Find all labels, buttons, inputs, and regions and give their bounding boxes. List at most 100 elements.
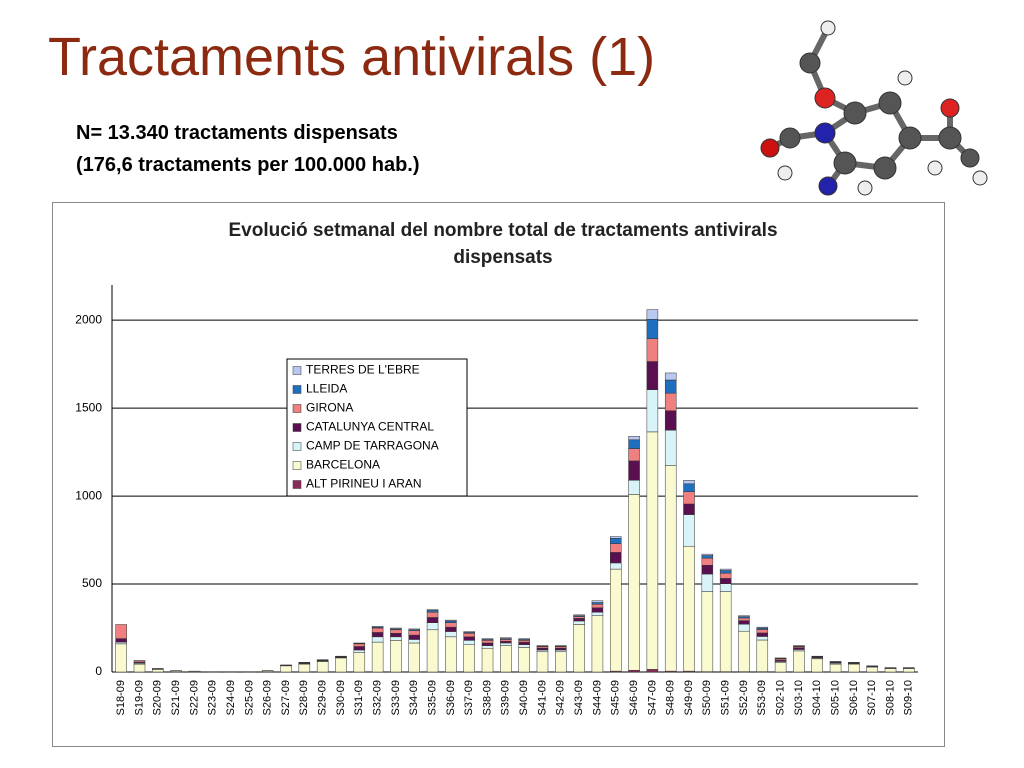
y-tick-label: 1000 <box>75 488 102 502</box>
bar-segment <box>793 647 805 650</box>
bar-segment <box>573 618 585 622</box>
x-tick-label: S47-09 <box>646 680 658 715</box>
bar-segment <box>426 617 439 623</box>
bar-segment <box>371 636 384 643</box>
bar-segment <box>463 633 475 638</box>
bar-segment <box>646 431 659 670</box>
legend-label: CATALUNYA CENTRAL <box>306 420 434 434</box>
x-tick-label: S45-09 <box>610 680 622 715</box>
bar-segment <box>719 578 732 584</box>
bar-segment <box>371 627 384 633</box>
bar-segment <box>719 583 732 592</box>
bar-segment <box>555 651 567 673</box>
bar-segment <box>426 610 439 613</box>
bar-segment <box>500 642 512 646</box>
x-tick-label: S06-10 <box>848 680 860 715</box>
bar-segment <box>555 645 567 647</box>
bar-segment <box>408 628 420 631</box>
bar-segment <box>610 552 622 564</box>
bar-segment <box>719 572 732 579</box>
bar-segment <box>610 568 622 672</box>
bar-segment <box>371 632 384 638</box>
bar-segment <box>738 615 750 617</box>
molecule-illustration <box>760 20 988 196</box>
bar-segment <box>756 626 769 629</box>
x-tick-label: S20-09 <box>152 680 164 715</box>
bar-segment <box>664 392 677 412</box>
x-tick-label: S18-09 <box>115 680 127 715</box>
legend-swatch <box>292 366 302 375</box>
bar-segment <box>518 638 530 640</box>
bar-segment <box>610 562 622 570</box>
bar-segment <box>445 620 457 623</box>
x-tick-label: S29-09 <box>317 680 329 715</box>
bar-segment <box>408 634 420 640</box>
bar-segment <box>774 662 787 673</box>
x-tick-label: S30-09 <box>335 680 347 715</box>
bar-segment <box>115 638 127 643</box>
bar-segment <box>536 645 549 647</box>
y-tick-label: 500 <box>82 576 102 590</box>
x-tick-label: S34-09 <box>408 680 420 715</box>
bar-segment <box>756 639 769 672</box>
bar-segment <box>555 649 567 653</box>
bar-segment <box>390 640 402 673</box>
bar-segment <box>701 555 714 559</box>
x-tick-label: S24-09 <box>225 680 237 715</box>
bar-segment <box>426 629 439 673</box>
x-tick-label: S21-09 <box>170 680 182 715</box>
bar-segment <box>756 632 769 637</box>
bar-segment <box>738 620 750 625</box>
y-tick-label: 1500 <box>75 400 102 414</box>
bar-segment <box>463 636 475 641</box>
x-tick-label: S33-09 <box>390 680 402 715</box>
x-tick-label: S07-10 <box>866 680 878 715</box>
bar-segment <box>500 645 512 673</box>
bar-segment <box>646 361 659 390</box>
bar-segment <box>719 570 732 574</box>
bar-segment <box>719 568 732 571</box>
bar-segment <box>500 640 512 644</box>
bar-segment <box>701 573 714 592</box>
x-tick-label: S44-09 <box>591 680 603 715</box>
bar-segment <box>683 514 695 547</box>
bar-segment <box>500 637 512 639</box>
bar-segment <box>683 483 695 492</box>
bar-segment <box>353 643 366 647</box>
x-tick-label: S46-09 <box>628 680 640 715</box>
x-tick-label: S22-09 <box>188 680 200 715</box>
x-tick-label: S48-09 <box>665 680 677 715</box>
x-tick-label: S38-09 <box>481 680 493 715</box>
bar-segment <box>316 661 329 673</box>
legend-label: GIRONA <box>306 401 353 415</box>
bar-segment <box>390 629 402 634</box>
bar-segment <box>848 663 860 673</box>
y-tick-label: 0 <box>95 664 102 678</box>
bar-segment <box>445 626 457 632</box>
legend-swatch <box>292 480 302 489</box>
bar-segment <box>390 627 402 630</box>
bar-segment <box>353 646 366 651</box>
x-tick-label: S41-09 <box>536 680 548 715</box>
bar-segment <box>738 630 750 672</box>
bar-segment <box>683 491 695 505</box>
note: N= 13.340 tractaments dispensats <box>76 122 398 144</box>
bar-segment <box>115 641 127 645</box>
bar-segment <box>536 648 549 651</box>
bar-segment <box>664 372 677 381</box>
bar-segment <box>573 616 585 619</box>
bar-segment <box>426 609 439 611</box>
bar-segment <box>628 436 640 441</box>
x-tick-label: S35-09 <box>426 680 438 715</box>
legend-box <box>286 358 468 497</box>
bar-segment <box>115 624 127 639</box>
bar-segment <box>628 439 640 449</box>
bar-segment <box>683 503 695 515</box>
bar-segment <box>408 630 420 636</box>
bar-segment <box>884 668 897 673</box>
x-tick-label: S02-10 <box>775 680 787 715</box>
bar-segment <box>628 460 640 481</box>
bar-segment <box>664 465 677 672</box>
bar-segment <box>573 614 585 616</box>
bar-segment <box>481 645 494 649</box>
